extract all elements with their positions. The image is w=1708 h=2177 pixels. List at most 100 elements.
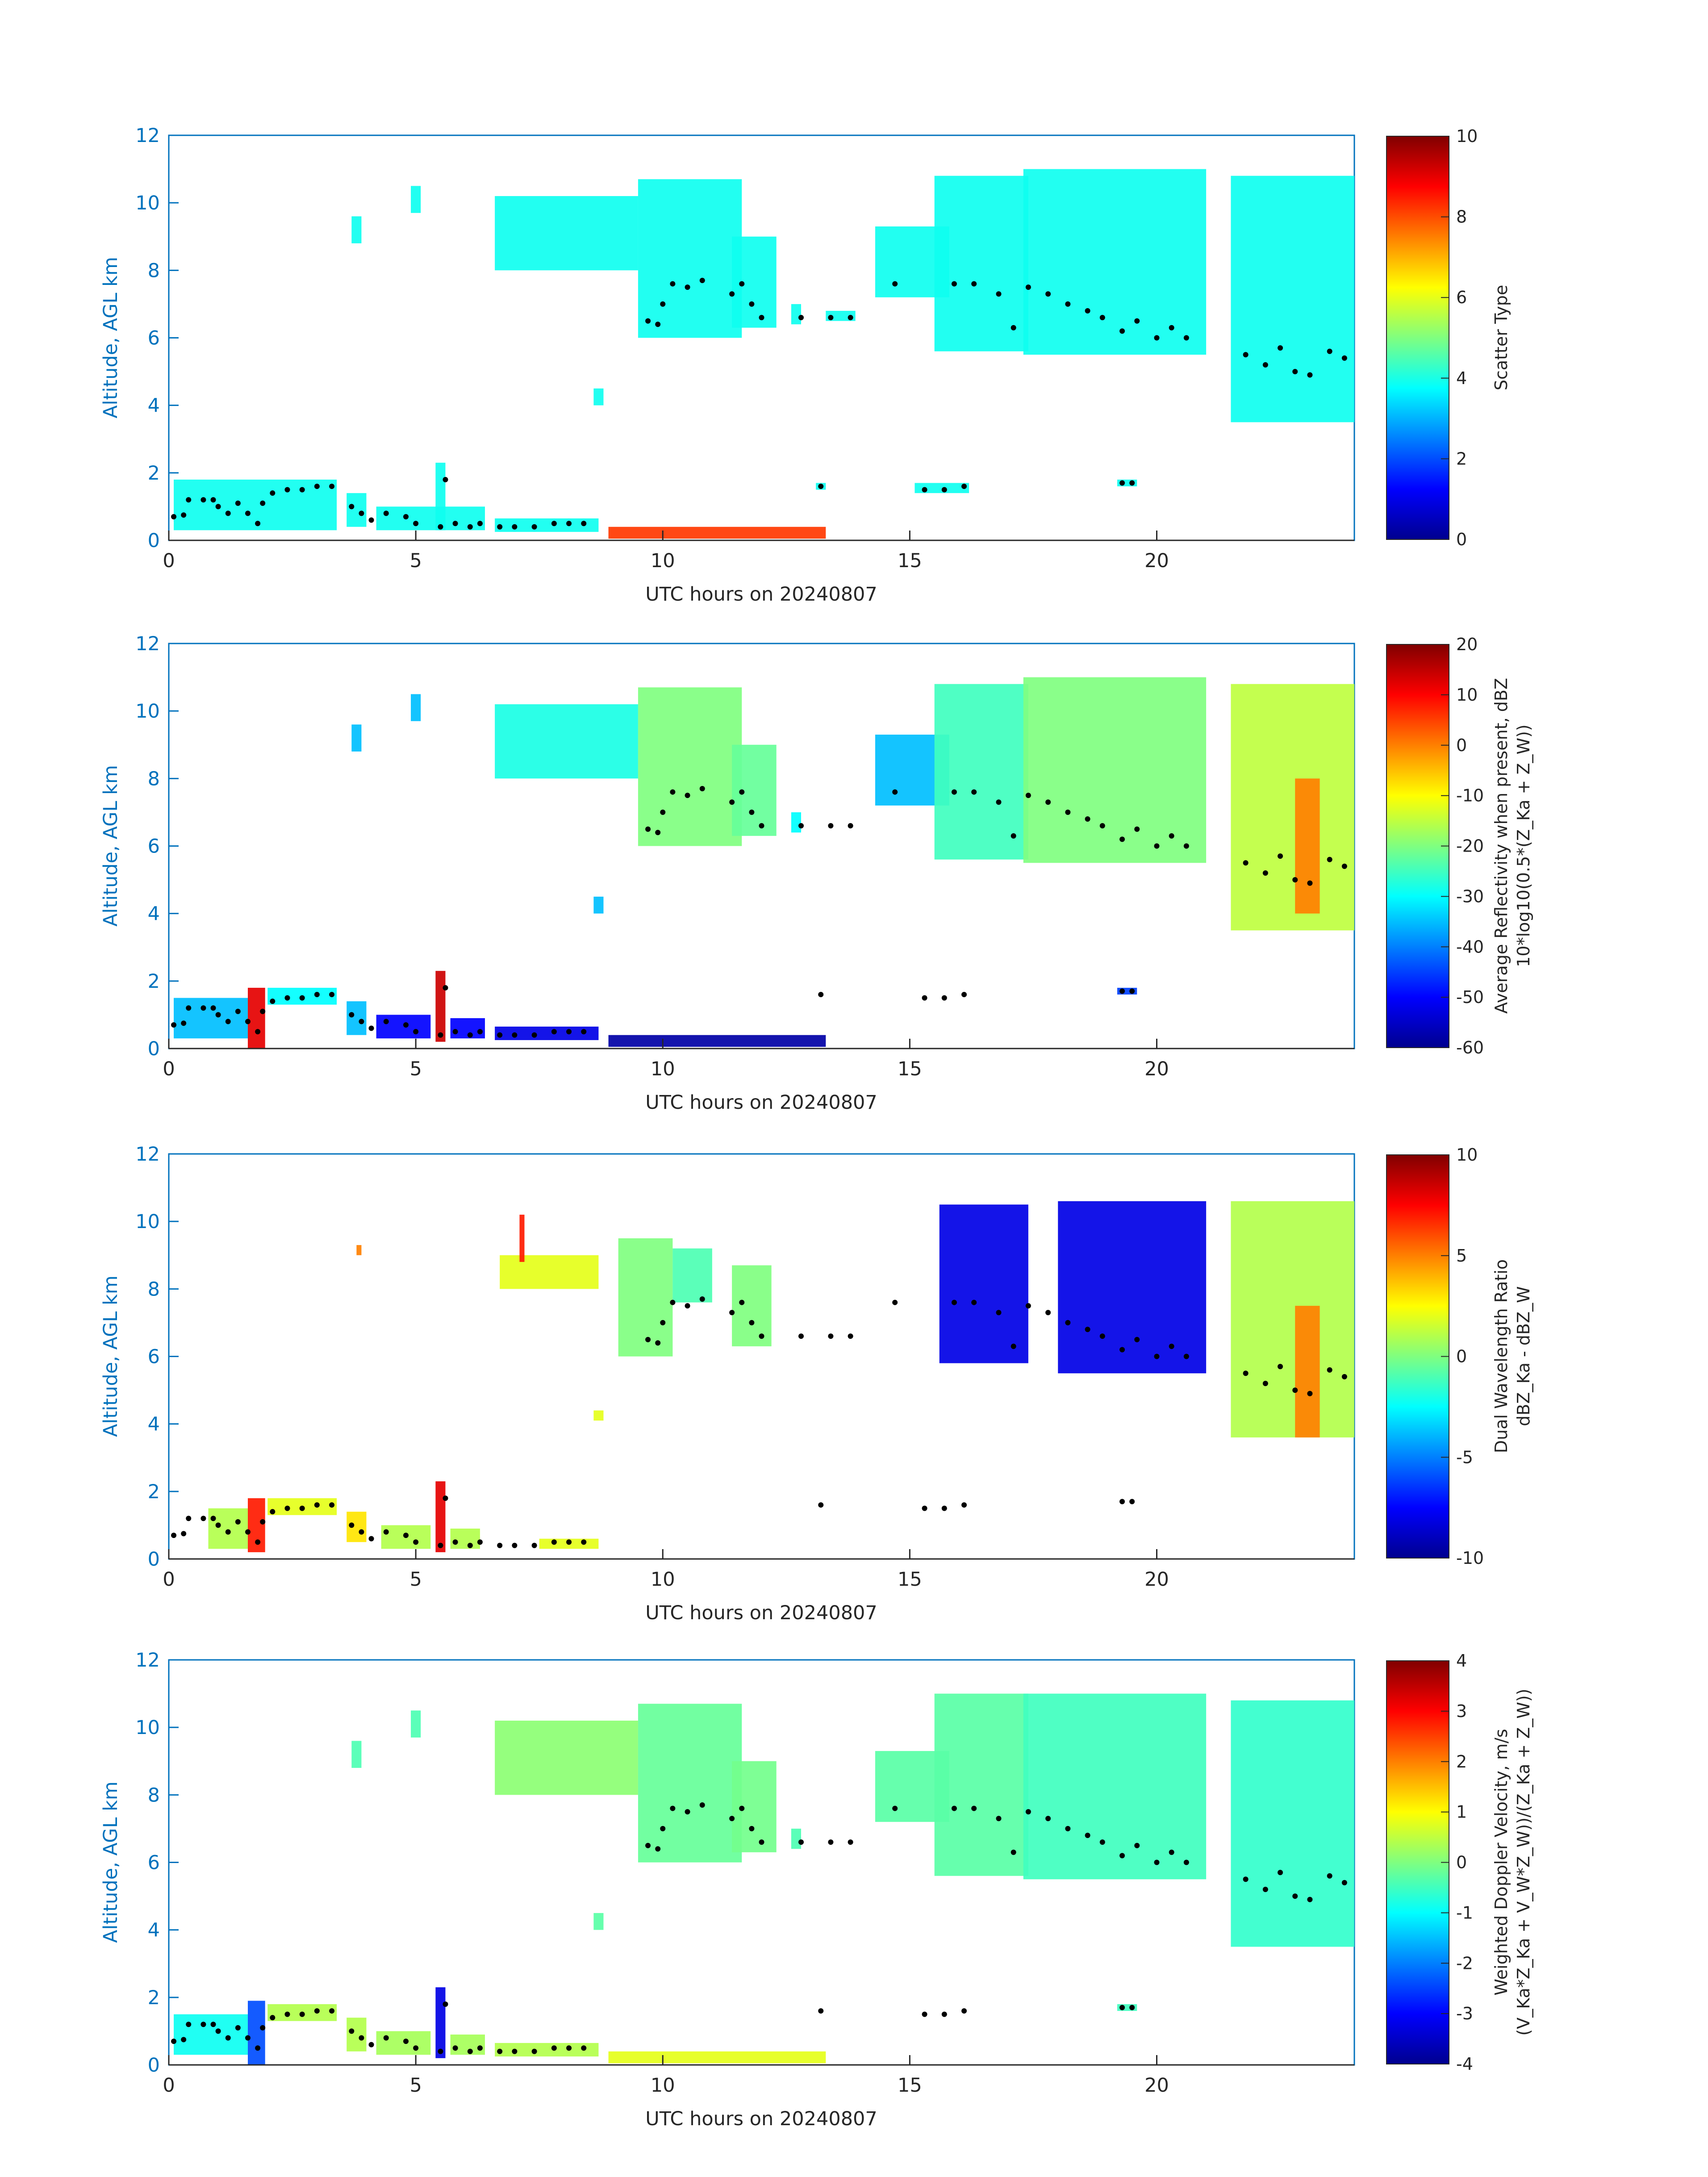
panel-4-marker-44 (828, 1839, 834, 1845)
panel-3-cloud-region-0 (208, 1508, 248, 1549)
panel-2-ytick-label-2: 4 (148, 903, 160, 925)
panel-4-marker-13 (299, 2011, 305, 2017)
panel-1-marker-5 (215, 504, 221, 510)
panel-3-cbar-tick-label-3: 5 (1456, 1246, 1467, 1266)
panel-1-marker-17 (359, 510, 364, 516)
panel-3-cloud-region-15 (1058, 1201, 1207, 1374)
panel-4-marker-65 (1307, 1897, 1313, 1902)
panel-3-marker-60 (1183, 1354, 1189, 1359)
panel-1-cloud-region-6 (351, 216, 362, 243)
panel-1-marker-3 (200, 497, 206, 503)
panel-2-cloud-region-17 (1023, 677, 1207, 863)
panel-4-colorbar-ticks: -4 -3 -2 -1 0 1 2 3 4 (1441, 1651, 1473, 2074)
panel-2-cloud-region-8 (608, 1035, 826, 1047)
panel-1-marker-49 (996, 291, 1002, 297)
panel-1-ytick-label-6: 12 (135, 125, 160, 147)
panel-2-ytick-label-5: 10 (135, 700, 160, 723)
panel-1-marker-7 (235, 500, 241, 506)
panel-1-marker-71 (961, 484, 967, 489)
panel-1-cloud-region-17 (593, 388, 604, 405)
panel-4-cbar-tick-label-2: -2 (1456, 1953, 1473, 1973)
panel-1-cloud-region-0 (174, 479, 337, 531)
panel-2-marker-49 (996, 799, 1002, 805)
panel-1-marker-36 (670, 281, 676, 287)
panel-1-cloud-region-16 (1231, 175, 1354, 422)
panel-4-cbar-tick-label-7: 3 (1456, 1701, 1467, 1721)
panel-2-marker-18 (368, 1025, 374, 1031)
panel-1-marker-69 (922, 487, 927, 493)
panel-3-marker-22 (438, 1542, 443, 1548)
panel-2-marker-20 (403, 1022, 409, 1028)
panel-4-marker-34 (655, 1846, 661, 1852)
panel-4-cbar-tick-label-5: 1 (1456, 1802, 1467, 1822)
panel-4-marker-8 (245, 2035, 251, 2041)
panel-3-xtick-label-4: 20 (1144, 1568, 1169, 1591)
panel-3-marker-33 (645, 1337, 651, 1342)
panel-4-cloud-region-11 (495, 1721, 638, 1795)
panel-1-marker-56 (1119, 328, 1125, 334)
panel-4-marker-28 (512, 2048, 518, 2054)
panel-4-cbar-tick-label-6: 2 (1456, 1752, 1467, 1772)
panel-3-marker-55 (1099, 1333, 1105, 1339)
panel-2-cloud-region-11 (495, 704, 638, 779)
panel-1-xtick-label-1: 5 (409, 550, 422, 572)
panel-1-marker-11 (270, 490, 276, 496)
panel-2-marker-3 (200, 1005, 206, 1011)
panel-1-ytick-label-0: 0 (148, 530, 160, 552)
panel-1-cloud-layer (174, 169, 1354, 539)
panel-1-cbar-tick-label-2: 4 (1456, 368, 1467, 388)
panel-2-marker-63 (1278, 853, 1283, 859)
panel-1-marker-60 (1183, 335, 1189, 341)
panel-3-marker-5 (215, 1522, 221, 1528)
panel-4-xtick-label-1: 5 (409, 2074, 422, 2097)
panel-2-marker-27 (497, 1032, 503, 1038)
panel-3-marker-53 (1065, 1320, 1071, 1325)
panel-3-cloud-region-5 (435, 1481, 446, 1552)
panel-2-cloud-region-13 (732, 744, 777, 836)
panel-1-ytick-label-4: 8 (148, 259, 160, 282)
panel-3-marker-38 (699, 1296, 705, 1302)
panel-4-marker-48 (971, 1805, 977, 1811)
panel-4-marker-3 (200, 2022, 206, 2027)
panel-1-xtick-label-3: 15 (898, 550, 922, 572)
panel-1-cbar-tick-label-3: 6 (1456, 288, 1467, 307)
panel-4-marker-0 (171, 2039, 177, 2044)
panel-4-marker-layer (171, 1802, 1347, 2054)
panel-4-ytick-label-1: 2 (148, 1987, 160, 2009)
panel-2-marker-19 (383, 1019, 389, 1024)
panel-3-marker-15 (329, 1502, 335, 1508)
panel-4-marker-1 (181, 2037, 187, 2043)
panel-4-cloud-region-3 (347, 2018, 367, 2052)
panel-4-ytick-label-5: 10 (135, 1717, 160, 1739)
panel-1-marker-51 (1025, 284, 1031, 290)
panel-4-marker-20 (403, 2039, 409, 2044)
panel-2-marker-22 (438, 1032, 443, 1038)
panel-4-marker-18 (368, 2042, 374, 2047)
panel-4-cloud-region-16 (934, 1693, 1028, 1876)
panel-1-cloud-region-3 (435, 463, 446, 531)
panel-2-ytick-label-6: 12 (135, 633, 160, 655)
panel-3-ytick-label-6: 12 (135, 1143, 160, 1166)
panel-1-cloud-region-4 (495, 518, 599, 532)
panel-3-colorbar-label-line1: Dual Wavelength Ratio (1491, 1259, 1511, 1453)
panel-3-marker-42 (759, 1333, 764, 1339)
panel-1-marker-37 (685, 284, 690, 290)
panel-3-marker-20 (403, 1533, 409, 1538)
panel-4-marker-6 (225, 2035, 231, 2041)
panel-4-ylabel: Altitude, AGL km (100, 1781, 122, 1943)
panel-3-marker-26 (477, 1539, 483, 1545)
panel-4-cbar-tick-label-4: 0 (1456, 1853, 1467, 1872)
panel-2-marker-6 (225, 1019, 231, 1024)
panel-3-marker-51 (1025, 1303, 1031, 1309)
panel-2-marker-32 (581, 1029, 587, 1035)
panel-4-cloud-region-10 (411, 1710, 421, 1738)
panel-1-marker-23 (443, 476, 448, 482)
panel-2-cbar-tick-label-7: 10 (1456, 685, 1478, 705)
panel-3-cloud-region-16 (1231, 1201, 1354, 1437)
panel-1-marker-53 (1065, 301, 1071, 307)
panel-4-marker-7 (235, 2025, 241, 2031)
panel-2-cloud-region-1 (248, 987, 265, 1049)
panel-1-marker-65 (1307, 372, 1313, 378)
panel-4-cloud-layer (174, 1693, 1354, 2065)
